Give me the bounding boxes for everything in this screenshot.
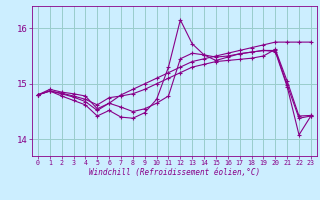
X-axis label: Windchill (Refroidissement éolien,°C): Windchill (Refroidissement éolien,°C): [89, 168, 260, 177]
